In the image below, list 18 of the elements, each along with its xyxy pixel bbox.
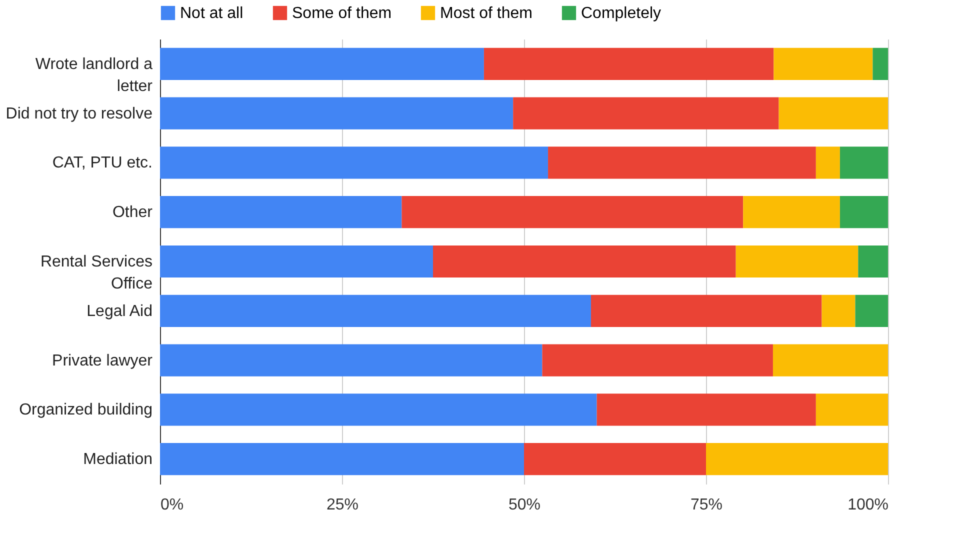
y-tick-label: Rental Services Office (40, 254, 153, 292)
y-tick-label: CAT, PTU etc. (52, 154, 152, 172)
y-tick-label: Organized building (19, 402, 152, 419)
legend-label: Completely (581, 5, 662, 22)
x-tick-label: 0% (160, 496, 184, 514)
legend-label: Most of them (440, 5, 532, 22)
x-tick-label: 50% (508, 496, 541, 514)
y-tick-label: Private lawyer (52, 352, 154, 370)
y-tick-label: Mediation (83, 451, 152, 468)
x-tick-label: 75% (690, 496, 723, 514)
y-tick-label: Did not try to resolve (6, 105, 153, 122)
legend-label: Some of them (292, 5, 392, 22)
y-tick-label: Other (112, 204, 154, 222)
x-tick-label: 100% (848, 496, 888, 514)
legend-label: Not at all (180, 5, 244, 22)
y-tick-label: Wrote landlord a letter (35, 56, 154, 95)
y-tick-label: Legal Aid (86, 302, 152, 320)
x-tick-label: 25% (326, 496, 359, 514)
